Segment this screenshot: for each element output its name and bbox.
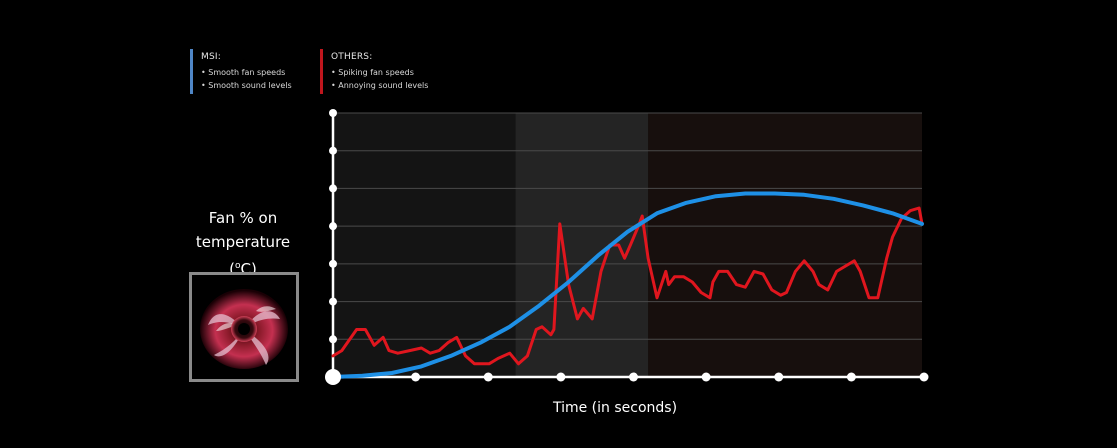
y-axis-label-line1: Fan % on xyxy=(208,209,278,227)
legend-others-title: OTHERS: xyxy=(331,52,373,62)
x-tick-dot xyxy=(919,372,929,382)
x-tick-dot xyxy=(701,372,711,382)
x-tick-dot xyxy=(556,372,566,382)
series-line-msi xyxy=(331,191,924,379)
legend-msi-item: • Smooth fan speeds xyxy=(201,68,286,77)
legend-msi-title: MSI: xyxy=(201,52,221,62)
y-tick-dot xyxy=(329,297,337,306)
legend-others-item: • Annoying sound levels xyxy=(331,81,429,90)
highlight-band xyxy=(515,113,649,377)
y-tick-dot xyxy=(329,222,337,231)
x-tick-dot xyxy=(483,372,493,382)
y-tick-dot xyxy=(329,109,337,117)
y-tick-dot xyxy=(329,146,337,155)
y-tick-dot xyxy=(329,259,337,268)
legend-msi-item: • Smooth sound levels xyxy=(201,81,292,90)
x-tick-dot xyxy=(411,372,421,382)
x-axis-label: Time (in seconds) xyxy=(552,400,678,416)
origin-dot xyxy=(325,369,341,385)
x-tick-dot xyxy=(629,372,638,382)
y-tick-dot xyxy=(329,335,337,344)
plot-background-right xyxy=(648,113,922,377)
fan-icon xyxy=(189,272,299,382)
x-tick-dot xyxy=(846,372,856,382)
legend-msi: MSI: • Smooth fan speeds • Smooth sound … xyxy=(190,49,292,94)
x-tick-dot xyxy=(774,372,784,382)
legend-others-item: • Spiking fan speeds xyxy=(331,68,414,77)
y-tick-dot xyxy=(329,184,337,193)
legend-others: OTHERS: • Spiking fan speeds • Annoying … xyxy=(320,49,428,94)
y-axis-label: Fan % on temperature (oC) xyxy=(185,206,301,281)
series-line-others xyxy=(331,206,924,366)
